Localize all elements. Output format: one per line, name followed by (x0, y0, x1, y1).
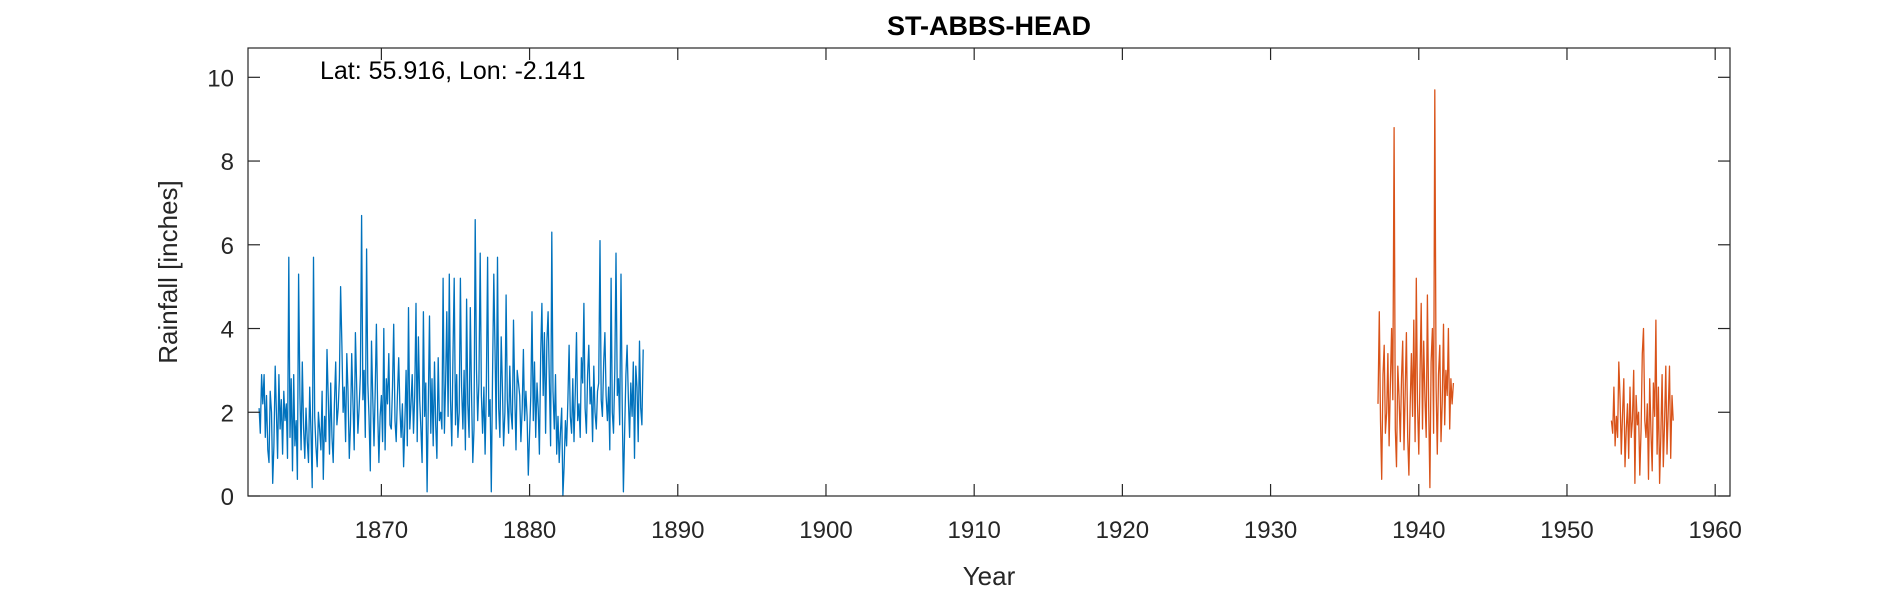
series-layer (258, 89, 1674, 497)
y-tick-label: 10 (207, 65, 234, 92)
axis-ticks: 1870 1880 1890 1900 1910 1920 1930 1940 1950 1960… (207, 48, 1742, 544)
y-tick-label: 6 (221, 233, 234, 260)
y-axis-label: Rainfall [inches] (153, 180, 183, 364)
x-tick-label: 1910 (947, 517, 1000, 544)
location-annotation: Lat: 55.916, Lon: -2.141 (320, 57, 586, 85)
series-line-2 (1377, 89, 1455, 489)
chart-title: ST-ABBS-HEAD (887, 11, 1091, 41)
x-tick-label: 1880 (503, 517, 556, 544)
y-tick-label: 8 (221, 149, 234, 176)
x-tick-label: 1930 (1244, 517, 1297, 544)
x-axis-label: Year (963, 561, 1016, 591)
series-line-1 (258, 214, 644, 497)
y-tick-label: 2 (221, 400, 234, 427)
series-line-3 (1610, 319, 1674, 485)
x-tick-label: 1870 (355, 517, 408, 544)
x-tick-label: 1900 (799, 517, 852, 544)
y-tick-label: 4 (221, 317, 234, 344)
x-tick-label: 1890 (651, 517, 704, 544)
x-tick-label: 1950 (1540, 517, 1593, 544)
x-tick-label: 1960 (1688, 517, 1741, 544)
plot-area-frame (247, 47, 1731, 497)
x-tick-label: 1940 (1392, 517, 1445, 544)
y-tick-label: 0 (221, 484, 234, 511)
x-tick-label: 1920 (1096, 517, 1149, 544)
